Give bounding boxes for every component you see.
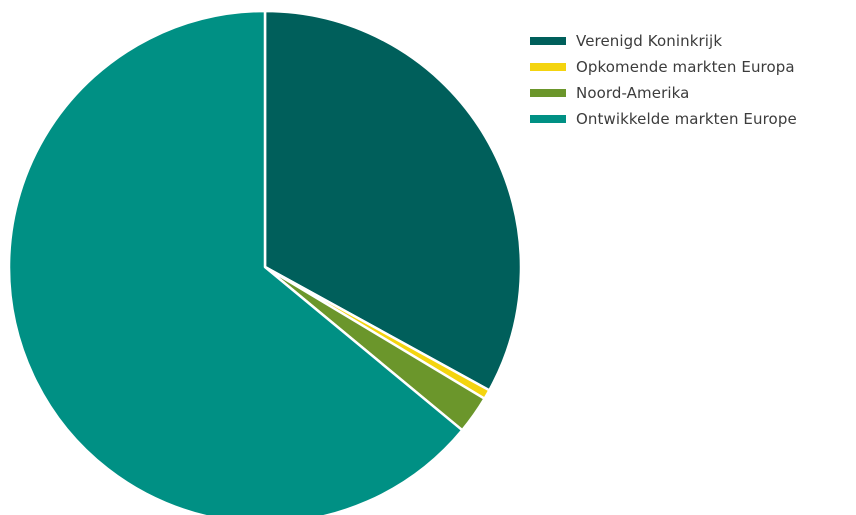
pie-slice-ontwikkelde-markten-europe[interactable] <box>7 9 464 515</box>
pie-slice-verenigd-koninkrijk[interactable] <box>263 9 523 392</box>
legend-item-noord-amerika[interactable]: Noord-Amerika <box>530 82 797 103</box>
legend-label: Ontwikkelde markten Europe <box>576 109 797 128</box>
legend-swatch <box>530 88 566 97</box>
legend-item-verenigd-koninkrijk[interactable]: Verenigd Koninkrijk <box>530 30 797 51</box>
legend-label: Noord-Amerika <box>576 83 690 102</box>
legend-label: Opkomende markten Europa <box>576 57 795 76</box>
legend-label: Verenigd Koninkrijk <box>576 31 723 50</box>
chart-legend: Verenigd Koninkrijk Opkomende markten Eu… <box>530 30 797 134</box>
legend-swatch <box>530 114 566 123</box>
legend-swatch <box>530 62 566 71</box>
legend-item-ontwikkelde-markten-europe[interactable]: Ontwikkelde markten Europe <box>530 108 797 129</box>
pie-slices <box>7 9 523 515</box>
legend-item-opkomende-markten-europa[interactable]: Opkomende markten Europa <box>530 56 797 77</box>
legend-swatch <box>530 36 566 45</box>
